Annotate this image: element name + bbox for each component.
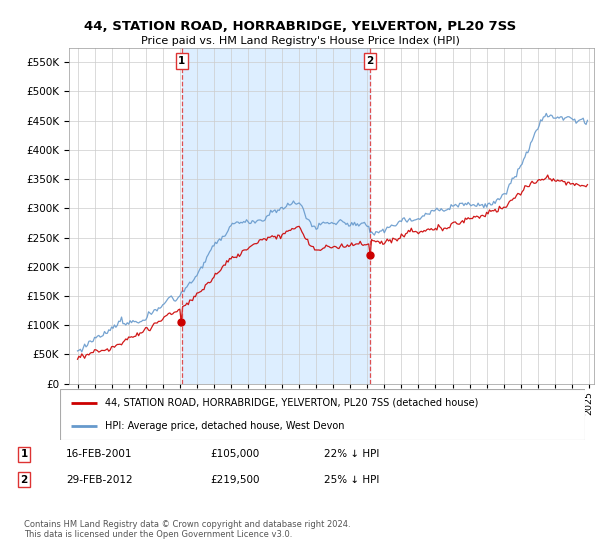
Text: £105,000: £105,000	[210, 449, 259, 459]
Text: 25% ↓ HPI: 25% ↓ HPI	[324, 475, 379, 485]
Text: 2: 2	[20, 475, 28, 485]
Text: HPI: Average price, detached house, West Devon: HPI: Average price, detached house, West…	[104, 421, 344, 431]
Text: Contains HM Land Registry data © Crown copyright and database right 2024.
This d: Contains HM Land Registry data © Crown c…	[24, 520, 350, 539]
Text: 22% ↓ HPI: 22% ↓ HPI	[324, 449, 379, 459]
Text: 44, STATION ROAD, HORRABRIDGE, YELVERTON, PL20 7SS: 44, STATION ROAD, HORRABRIDGE, YELVERTON…	[84, 20, 516, 32]
Bar	[182, 48, 370, 384]
Text: 44, STATION ROAD, HORRABRIDGE, YELVERTON, PL20 7SS (detached house): 44, STATION ROAD, HORRABRIDGE, YELVERTON…	[104, 398, 478, 408]
Text: £219,500: £219,500	[210, 475, 260, 485]
Text: Price paid vs. HM Land Registry's House Price Index (HPI): Price paid vs. HM Land Registry's House …	[140, 36, 460, 46]
Text: 2: 2	[367, 56, 374, 66]
Text: 29-FEB-2012: 29-FEB-2012	[66, 475, 133, 485]
Text: 16-FEB-2001: 16-FEB-2001	[66, 449, 133, 459]
Text: 1: 1	[20, 449, 28, 459]
Text: 1: 1	[178, 56, 185, 66]
